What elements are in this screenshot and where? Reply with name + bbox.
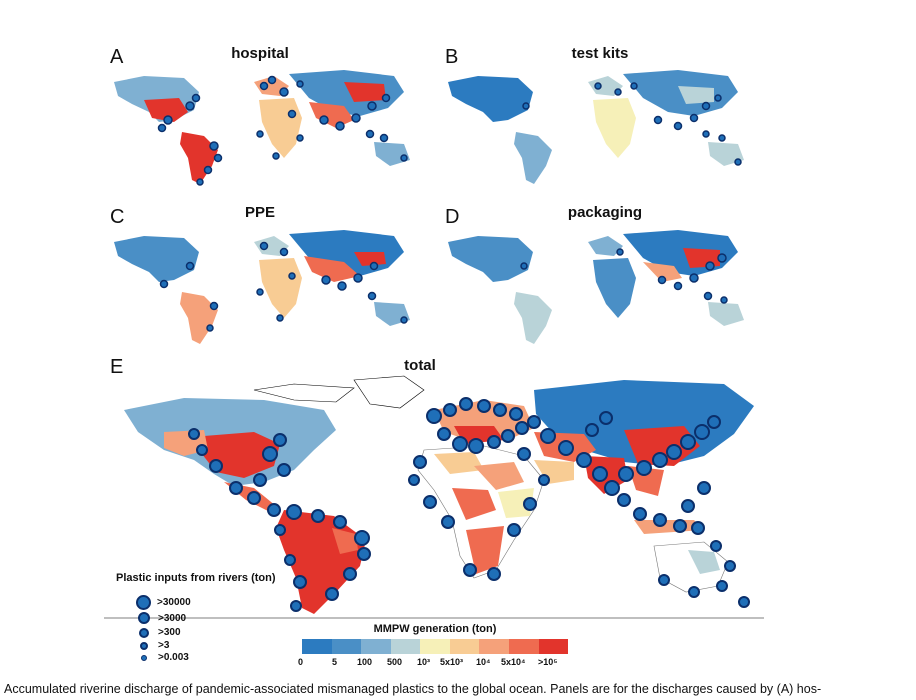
panel-title-hospital: hospital: [231, 45, 289, 62]
world-map-hospital: [114, 70, 410, 186]
bubble-legend-item: >3000: [138, 612, 186, 624]
color-swatch: [420, 639, 450, 654]
color-swatch: [361, 639, 391, 654]
panel-title-ppe: PPE: [244, 204, 275, 221]
scale-tick-label: 0: [298, 657, 304, 667]
panel-title-packaging: packaging: [567, 204, 643, 221]
color-swatch: [331, 639, 362, 654]
bubble-size-icon: [139, 627, 149, 638]
color-swatch: [479, 639, 509, 654]
scale-tick-label: 5: [332, 657, 338, 667]
figure-caption: Accumulated riverine discharge of pandem…: [4, 682, 822, 696]
bubble-legend-title: Plastic inputs from rivers (ton): [116, 572, 276, 584]
color-legend-title: MMPW generation (ton): [373, 623, 497, 635]
bubble-size-icon: [138, 612, 150, 624]
panel-letter-b: B: [445, 46, 459, 68]
scale-tick-label: 10³: [417, 657, 431, 667]
scale-tick-label: 100: [357, 657, 373, 667]
bubble-legend-item: >3: [140, 640, 169, 651]
color-swatch: [449, 639, 480, 654]
world-map-test-kits: [448, 70, 744, 184]
bubble-legend-label: >3: [158, 640, 170, 651]
bubble-legend-label: >0.003: [158, 652, 189, 663]
color-swatch: [508, 639, 539, 654]
scale-tick-label: 5x10⁴: [501, 657, 526, 667]
color-swatch: [538, 639, 569, 654]
world-map-total: [104, 375, 764, 619]
color-swatch: [390, 639, 421, 654]
panel-title-total: total: [404, 357, 436, 374]
world-map-ppe: [114, 230, 410, 344]
scale-tick-label: 5x10³: [440, 657, 464, 667]
scale-tick-label: 10⁴: [476, 657, 491, 667]
bubble-legend-item: >30000: [136, 595, 191, 610]
panel-letter-c: C: [110, 206, 125, 228]
bubble-size-icon: [136, 595, 151, 610]
bubble-legend-item: >0.003: [141, 652, 189, 663]
bubble-legend-label: >300: [158, 627, 181, 638]
panel-letter-d: D: [445, 206, 460, 228]
bubble-legend-label: >3000: [158, 612, 187, 624]
bubble-size-icon: [141, 654, 147, 661]
bubble-legend-item: >300: [139, 627, 181, 638]
color-scale-ticks: 0 5 100 500 10³ 5x10³ 10⁴ 5x10⁴ >10⁵: [296, 657, 581, 669]
world-map-packaging: [448, 230, 744, 344]
panel-letter-a: A: [110, 46, 124, 68]
bubble-size-icon: [140, 641, 148, 650]
panel-letter-e: E: [110, 356, 124, 378]
color-scale-bar: [302, 639, 569, 654]
color-swatch: [302, 639, 332, 654]
panel-title-test-kits: test kits: [571, 45, 629, 62]
bubble-legend-label: >30000: [157, 597, 191, 608]
scale-tick-label: >10⁵: [538, 657, 558, 667]
scale-tick-label: 500: [387, 657, 403, 667]
